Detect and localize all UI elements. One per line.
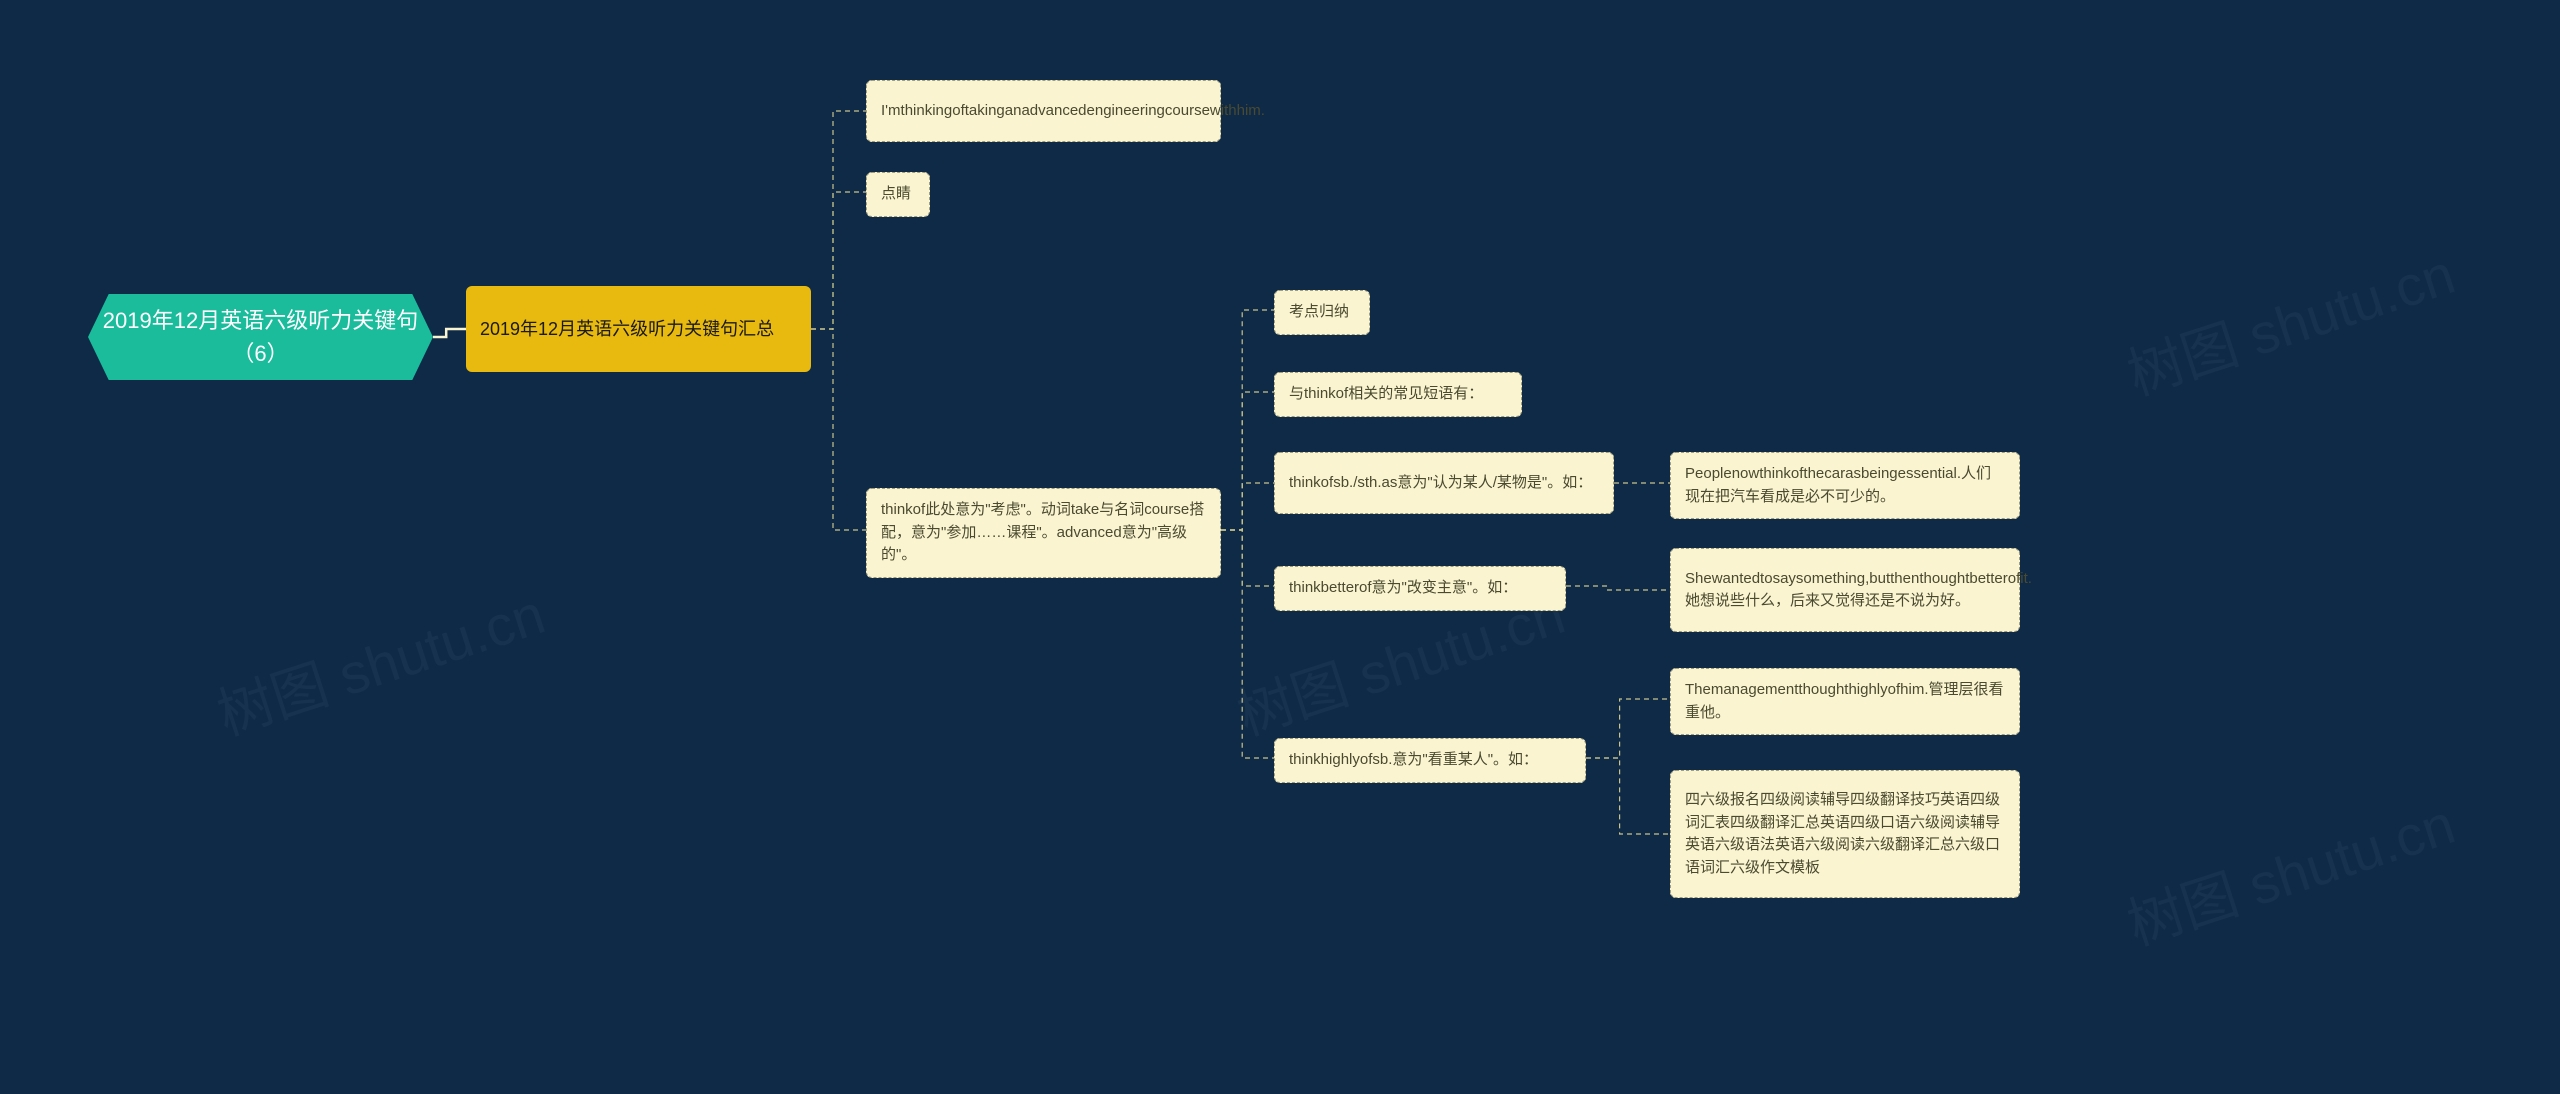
mindmap-node-sentence[interactable]: I'mthinkingoftakinganadvancedengineering… [866, 80, 1221, 142]
mindmap-node-phrases[interactable]: 与thinkof相关的常见短语有： [1274, 372, 1522, 417]
connector [1221, 530, 1274, 586]
mindmap-node-links[interactable]: 四六级报名四级阅读辅导四级翻译技巧英语四级词汇表四级翻译汇总英语四级口语六级阅读… [1670, 770, 2020, 898]
connector [1586, 699, 1670, 758]
mindmap-node-tip[interactable]: 点睛 [866, 172, 930, 217]
connector [1586, 758, 1670, 834]
mindmap-node-thinkbetterof[interactable]: thinkbetterof意为"改变主意"。如： [1274, 566, 1566, 611]
mindmap-root[interactable]: 2019年12月英语六级听力关键句（6） [88, 294, 433, 380]
connector [1221, 310, 1274, 530]
connector [433, 329, 466, 337]
mindmap-node-explain[interactable]: thinkof此处意为"考虑"。动词take与名词course搭配，意为"参加…… [866, 488, 1221, 578]
connector [1221, 483, 1274, 530]
mindmap-node-kaodian[interactable]: 考点归纳 [1274, 290, 1370, 335]
mindmap-node-summary[interactable]: 2019年12月英语六级听力关键句汇总 [466, 286, 811, 372]
connector [1221, 392, 1274, 530]
mindmap-node-thinkhighly-example[interactable]: Themanagementthoughthighlyofhim.管理层很看重他。 [1670, 668, 2020, 735]
connector [811, 329, 866, 530]
mindmap-node-thinkofas-example[interactable]: Peoplenowthinkofthecarasbeingessential.人… [1670, 452, 2020, 519]
watermark: 树图 shutu.cn [2116, 780, 2464, 962]
connector [811, 111, 866, 329]
connector [811, 192, 866, 329]
connector-layer [0, 0, 2560, 1094]
connector [1221, 530, 1274, 758]
watermark: 树图 shutu.cn [2116, 230, 2464, 412]
mindmap-node-thinkofas[interactable]: thinkofsb./sth.as意为"认为某人/某物是"。如： [1274, 452, 1614, 514]
mindmap-node-thinkhighly[interactable]: thinkhighlyofsb.意为"看重某人"。如： [1274, 738, 1586, 783]
mindmap-node-thinkbetterof-example[interactable]: Shewantedtosaysomething,butthenthoughtbe… [1670, 548, 2020, 632]
watermark: 树图 shutu.cn [206, 570, 554, 752]
connector [1566, 586, 1670, 590]
